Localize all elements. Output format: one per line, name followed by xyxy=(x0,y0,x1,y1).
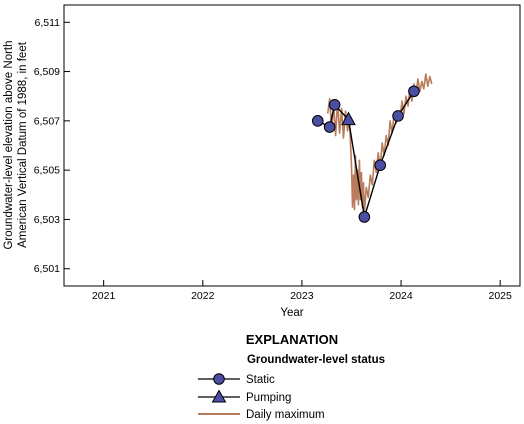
x-tick-label: 2022 xyxy=(191,290,215,302)
pumping-point xyxy=(341,111,356,126)
y-tick-label: 6,503 xyxy=(34,214,60,226)
series-layer xyxy=(311,73,433,223)
legend-static-label: Static xyxy=(246,374,275,386)
legend-subtitle: Groundwater-level status xyxy=(247,354,385,366)
x-tick-label: 2021 xyxy=(92,290,116,302)
static-point xyxy=(392,110,404,122)
legend-title: EXPLANATION xyxy=(246,332,338,347)
legend-pumping-label: Pumping xyxy=(246,392,291,404)
static-point xyxy=(328,99,341,111)
x-tick-label: 2023 xyxy=(290,290,314,302)
legend-daily-max-label: Daily maximum xyxy=(246,409,325,421)
x-axis-label: Year xyxy=(280,307,303,319)
static-point xyxy=(323,121,336,133)
plot-frame xyxy=(63,4,521,287)
x-axis: 2021 2022 2023 2024 2025 xyxy=(92,280,512,302)
static-point xyxy=(408,85,420,98)
y-axis-label-line-2: American Vertical Datum of 1988, in feet xyxy=(17,41,29,248)
x-tick-label: 2025 xyxy=(488,290,512,302)
static-point xyxy=(374,159,387,172)
static-point xyxy=(358,211,371,223)
legend-static-marker xyxy=(213,373,225,385)
y-tick-label: 6,501 xyxy=(34,263,60,275)
y-tick-label: 6,507 xyxy=(34,115,60,127)
y-tick-label: 6,509 xyxy=(34,66,60,78)
daily-maximum-line xyxy=(326,73,433,213)
y-tick-label: 6,511 xyxy=(35,17,61,29)
legend-pumping-marker xyxy=(211,389,227,403)
y-axis: 6,501 6,503 6,505 6,507 6,509 6,511 xyxy=(34,17,70,275)
y-axis-label-line-1: Groundwater-level elevation above North xyxy=(3,40,15,249)
legend: EXPLANATION Groundwater-level status Sta… xyxy=(198,332,385,421)
x-tick-label: 2024 xyxy=(389,290,413,302)
static-point xyxy=(311,115,324,127)
y-tick-label: 6,505 xyxy=(34,165,60,177)
